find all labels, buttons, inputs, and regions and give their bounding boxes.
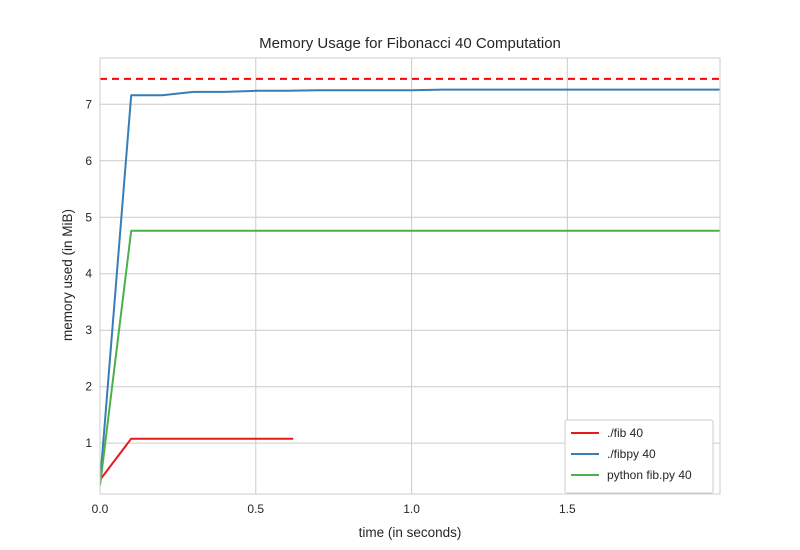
y-tick-label-6: 7 xyxy=(85,97,92,111)
legend: ./fib 40 ./fibpy 40 python fib.py 40 xyxy=(564,419,714,494)
series-line-1 xyxy=(100,88,720,483)
x-tick-label-1: 0.5 xyxy=(247,502,264,516)
y-tick-label-2: 3 xyxy=(85,323,92,337)
x-tick-label-3: 1.5 xyxy=(559,502,576,516)
legend-label-2: python fib.py 40 xyxy=(607,468,692,482)
plot-frame xyxy=(99,57,721,495)
y-tick-label-0: 1 xyxy=(85,436,92,450)
legend-box xyxy=(564,419,714,494)
y-tick-label-3: 4 xyxy=(85,267,92,281)
series-line-2 xyxy=(100,229,720,486)
legend-label-1: ./fibpy 40 xyxy=(607,447,656,461)
chart-title: Memory Usage for Fibonacci 40 Computatio… xyxy=(259,35,561,52)
x-axis-label: time (in seconds) xyxy=(359,525,462,540)
x-tick-label-2: 1.0 xyxy=(403,502,420,516)
series-line-0 xyxy=(100,437,294,481)
y-tick-label-4: 5 xyxy=(85,210,92,224)
x-tick-label-0: 0.0 xyxy=(92,502,109,516)
y-tick-label-1: 2 xyxy=(85,380,92,394)
y-axis-label: memory used (in MiB) xyxy=(60,209,75,341)
y-tick-label-5: 6 xyxy=(85,154,92,168)
legend-label-0: ./fib 40 xyxy=(607,426,643,440)
plot-area: 0.0 0.5 1.0 1.5 1 2 3 4 5 6 7 xyxy=(85,57,721,516)
